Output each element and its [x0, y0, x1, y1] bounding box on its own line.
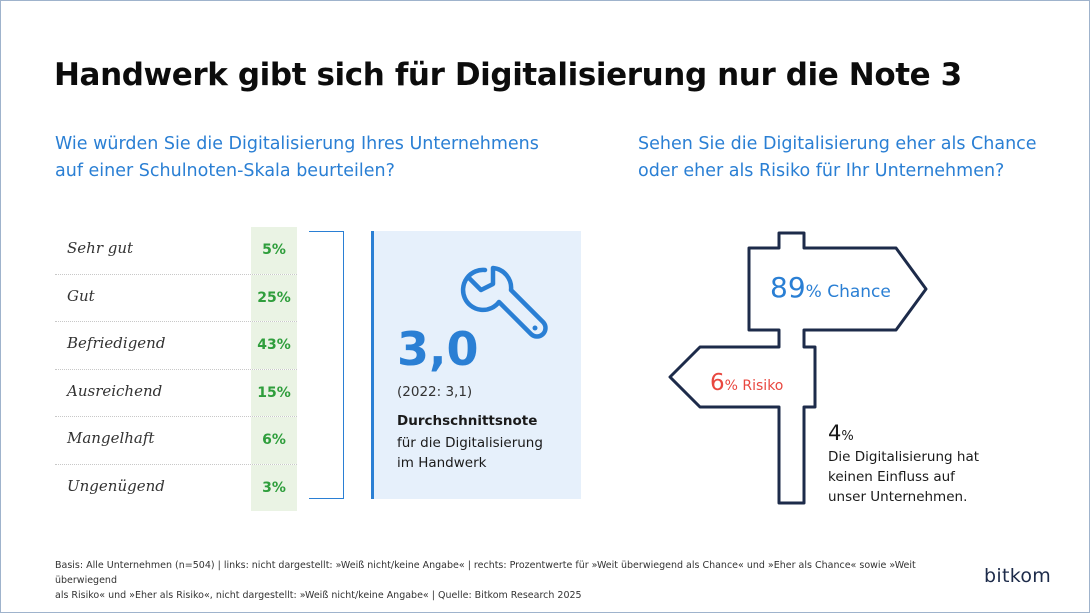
chance-label: 89% Chance	[770, 271, 891, 304]
average-subtitle: für die Digitalisierung im Handwerk	[397, 433, 577, 473]
grade-row: Ausreichend 15%	[55, 369, 297, 417]
grade-label: Befriedigend	[67, 334, 166, 352]
grade-value: 15%	[251, 369, 297, 416]
average-subtitle-line1: für die Digitalisierung	[397, 435, 543, 451]
average-previous: (2022: 3,1)	[397, 384, 473, 400]
left-question-line2: auf einer Schulnoten-Skala beurteilen?	[55, 161, 395, 181]
left-question: Wie würden Sie die Digitalisierung Ihres…	[55, 131, 595, 185]
signpost-icon	[668, 231, 928, 505]
average-grade: 3,0	[397, 322, 479, 376]
risk-label: 6% Risiko	[710, 370, 783, 396]
grade-label: Sehr gut	[67, 239, 134, 257]
right-question-line1: Sehen Sie die Digitalisierung eher als C…	[638, 134, 1037, 154]
grade-label: Ungenügend	[67, 476, 165, 495]
risk-value: 6	[710, 370, 725, 396]
right-question-line2: oder eher als Risiko für Ihr Unternehmen…	[638, 161, 1005, 181]
grade-row: Ungenügend 3%	[55, 464, 297, 511]
grade-value: 25%	[251, 274, 297, 321]
average-subtitle-line2: im Handwerk	[397, 455, 487, 471]
neutral-line2: keinen Einfluss auf	[828, 469, 955, 485]
grade-value: 43%	[251, 322, 297, 369]
grade-label: Gut	[67, 286, 95, 305]
chance-value: 89	[770, 271, 806, 304]
page-title: Handwerk gibt sich für Digitalisierung n…	[54, 57, 962, 93]
grade-value: 3%	[251, 464, 297, 511]
neutral-description: Die Digitalisierung hat keinen Einfluss …	[828, 447, 1028, 507]
grade-label: Mangelhaft	[67, 429, 155, 447]
grade-table: Sehr gut 5% Gut 25% Befriedigend 43% Ausreiche…	[55, 227, 297, 511]
grade-value: 6%	[251, 417, 297, 464]
left-question-line1: Wie würden Sie die Digitalisierung Ihres…	[55, 134, 539, 154]
grade-value: 5%	[251, 227, 297, 274]
neutral-unit: %	[841, 429, 854, 444]
grade-row: Befriedigend 43%	[55, 322, 297, 370]
right-question: Sehen Sie die Digitalisierung eher als C…	[638, 131, 1058, 185]
chance-unit: % Chance	[805, 282, 891, 302]
grade-label: Ausreichend	[67, 381, 163, 400]
neutral-value: 4	[828, 421, 842, 445]
grade-row: Sehr gut 5%	[55, 227, 297, 275]
neutral-label: 4%	[828, 421, 854, 445]
neutral-line1: Die Digitalisierung hat	[828, 449, 980, 465]
average-label: Durchschnittsnote	[397, 413, 538, 429]
average-panel	[371, 231, 581, 499]
risk-unit: % Risiko	[724, 378, 784, 394]
grade-row: Mangelhaft 6%	[55, 417, 297, 465]
wrench-icon	[460, 265, 548, 339]
grade-row: Gut 25%	[55, 274, 297, 322]
neutral-line3: unser Unternehmen.	[828, 489, 968, 505]
brand-logo: bitkom	[984, 565, 1052, 587]
footnote-line1: Basis: Alle Unternehmen (n=504) | links:…	[55, 560, 916, 586]
footnote-line2: als Risiko« und »Eher als Risiko«, nicht…	[55, 590, 582, 601]
grade-bracket	[309, 231, 344, 499]
footnote: Basis: Alle Unternehmen (n=504) | links:…	[55, 558, 955, 603]
